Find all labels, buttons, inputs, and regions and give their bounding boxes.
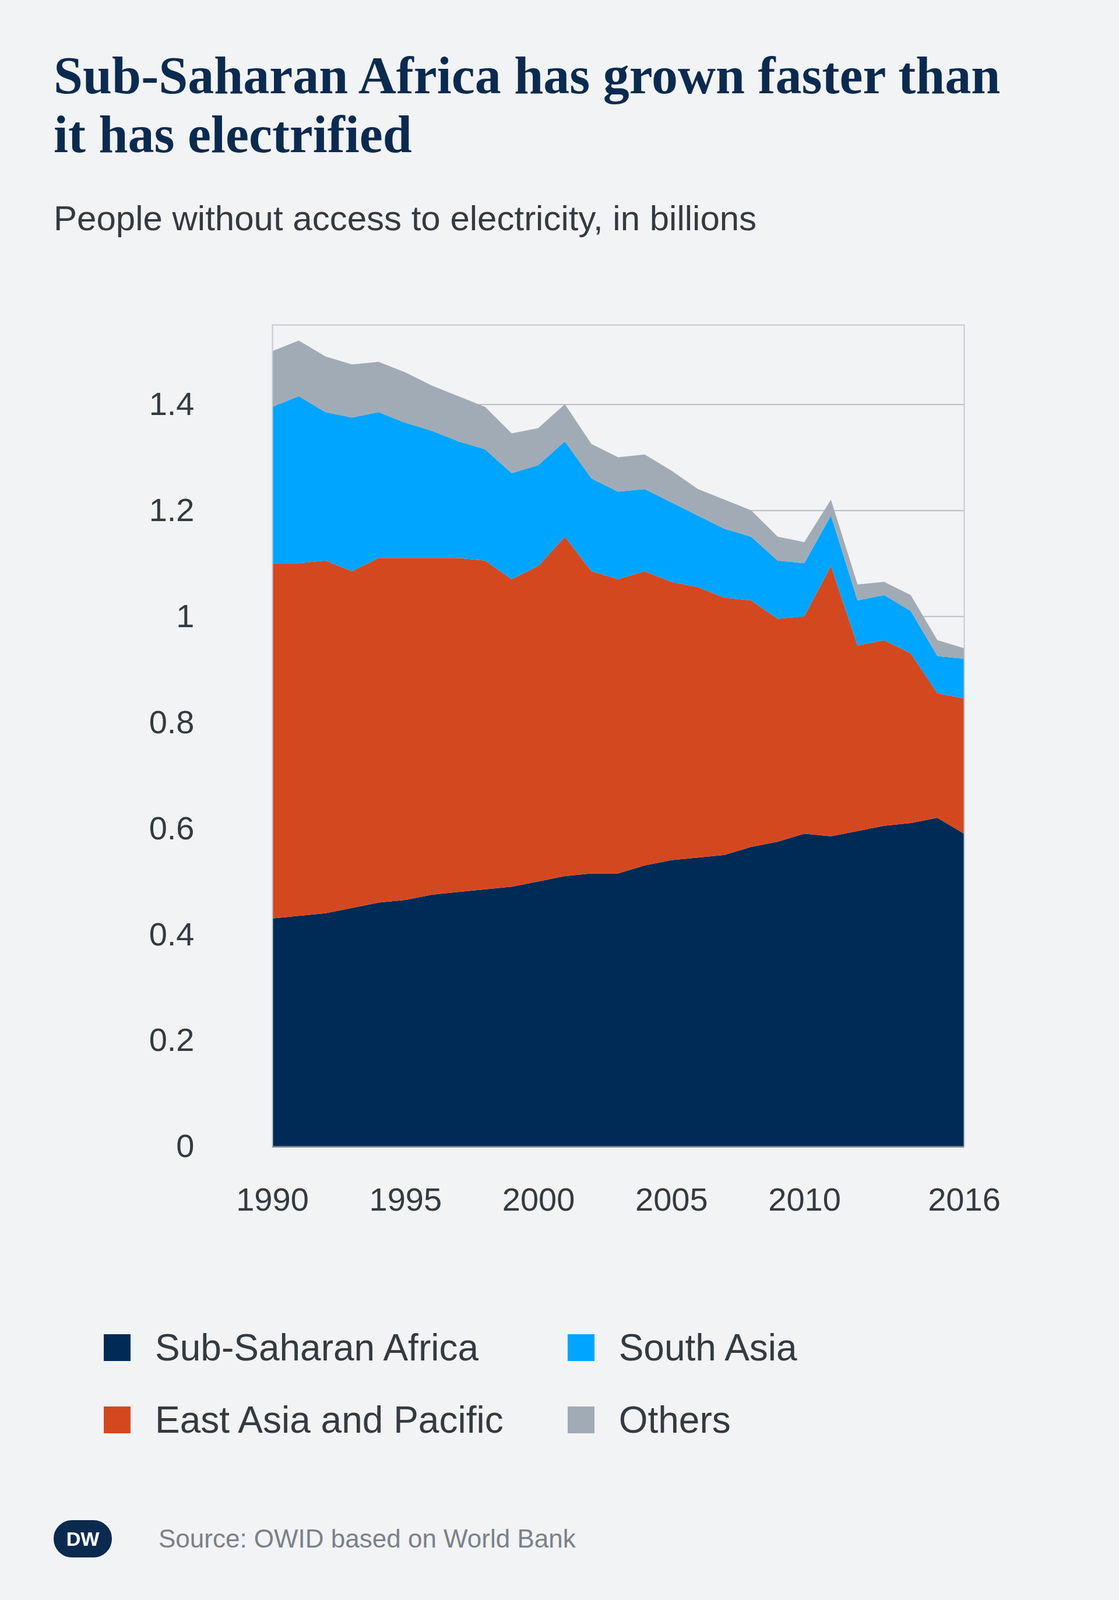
svg-text:2000: 2000 <box>502 1180 576 1218</box>
svg-text:1: 1 <box>176 597 195 635</box>
html-text:East Asia and Pacific: East Asia and Pacific <box>155 1398 504 1441</box>
svg-text:1995: 1995 <box>368 1180 442 1218</box>
svg-text:1.2: 1.2 <box>149 491 195 529</box>
html-text:Sub-Saharan Africa: Sub-Saharan Africa <box>155 1326 479 1369</box>
svg-text:1.4: 1.4 <box>149 385 195 422</box>
svg-text:2010: 2010 <box>768 1180 841 1218</box>
html-text:Sub-Saharan Africa has grown f: Sub-Saharan Africa has grown faster than… <box>53 46 1001 164</box>
html-text:People without access to elect: People without access to electricity, in… <box>53 198 757 238</box>
svg-text:0: 0 <box>176 1127 195 1164</box>
html-text:Others: Others <box>618 1398 731 1441</box>
svg-text:2005: 2005 <box>635 1180 709 1218</box>
svg-text:0.2: 0.2 <box>149 1021 195 1058</box>
html-text:DW: DW <box>66 1527 100 1550</box>
svg-text:0.6: 0.6 <box>149 809 195 847</box>
svg-text:1990: 1990 <box>236 1180 309 1218</box>
html-text:Source: OWID based on World Ba: Source: OWID based on World Bank <box>158 1524 576 1553</box>
svg-text:0.4: 0.4 <box>149 915 195 953</box>
svg-text:2016: 2016 <box>927 1180 1001 1218</box>
html-text:South Asia: South Asia <box>618 1326 798 1369</box>
svg-text:0.8: 0.8 <box>149 703 195 741</box>
